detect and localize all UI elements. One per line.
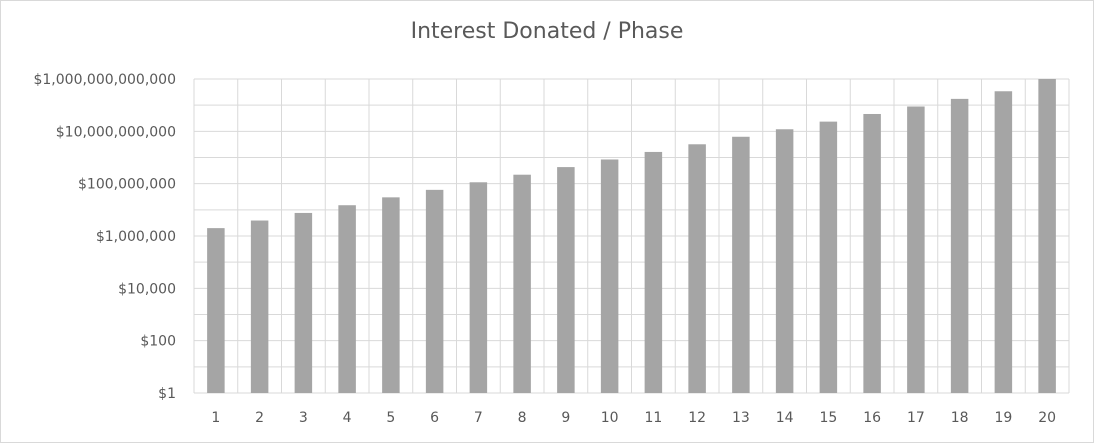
x-tick-label: 3: [299, 410, 308, 426]
bar: [775, 129, 794, 394]
bar: [950, 98, 969, 394]
bar: [644, 151, 663, 393]
x-tick-label: 10: [601, 410, 619, 426]
bar: [994, 91, 1013, 393]
x-tick-label: 12: [688, 410, 706, 426]
bar: [294, 212, 313, 393]
bar: [338, 205, 356, 393]
x-tick-label: 18: [951, 410, 969, 426]
y-tick-label: $100,000,000: [78, 177, 176, 193]
chart-title: Interest Donated / Phase: [410, 19, 684, 44]
bar: [382, 197, 400, 393]
x-tick-label: 8: [518, 410, 527, 426]
bar: [732, 136, 750, 393]
bar: [863, 113, 881, 393]
bar: [907, 106, 925, 393]
x-tick-label: 7: [474, 410, 483, 426]
y-tick-label: $1,000,000: [96, 229, 176, 245]
x-tick-label: 13: [732, 410, 750, 426]
y-tick-label: $10,000: [118, 281, 176, 297]
x-tick-label: 4: [343, 410, 352, 426]
x-tick-label: 15: [819, 410, 837, 426]
y-tick-label: $10,000,000,000: [56, 124, 176, 140]
bar: [819, 121, 838, 394]
x-tick-label: 16: [863, 410, 881, 426]
x-tick-label: 9: [561, 410, 570, 426]
y-tick-label: $100: [140, 334, 176, 350]
x-tick-label: 20: [1038, 410, 1056, 426]
bar: [600, 159, 619, 393]
bar: [513, 174, 531, 393]
bar: [1038, 79, 1056, 393]
bar: [688, 144, 706, 393]
bar: [207, 228, 225, 393]
bar: [250, 220, 269, 393]
bar: [469, 182, 488, 393]
y-tick-label: $1: [158, 386, 176, 402]
bar: [557, 167, 575, 393]
x-tick-label: 1: [211, 410, 220, 426]
x-tick-label: 14: [776, 410, 794, 426]
x-tick-label: 6: [430, 410, 439, 426]
y-tick-label: $1,000,000,000,000: [33, 72, 176, 88]
x-tick-label: 19: [994, 410, 1012, 426]
x-tick-label: 17: [907, 410, 925, 426]
x-tick-label: 2: [255, 410, 264, 426]
bar: [425, 189, 444, 393]
x-tick-label: 11: [644, 410, 662, 426]
x-tick-label: 5: [386, 410, 395, 426]
